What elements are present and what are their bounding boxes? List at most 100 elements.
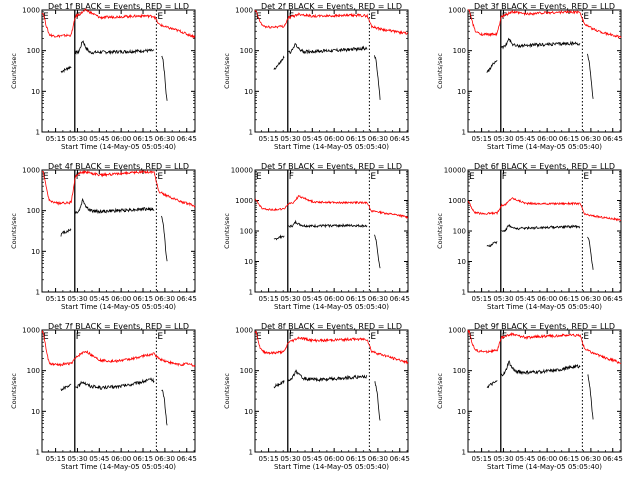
- plot-frame: [41, 329, 196, 453]
- events-series-line: [374, 234, 381, 269]
- y-axis-label: Counts/sec: [436, 213, 444, 249]
- y-tick-label: 100: [27, 207, 40, 215]
- chart-panel: Det 1f BLACK = Events, RED = LLD 1 10 100 10…: [10, 2, 197, 151]
- events-series-line: [374, 55, 381, 100]
- x-tick-label: 06:00: [324, 295, 344, 303]
- y-tick-label: 100: [27, 47, 40, 55]
- x-tick-label: 05:15: [472, 295, 492, 303]
- interval-marker-label: E: [583, 12, 589, 22]
- chart-panel: Det 6f BLACK = Events, RED = LLD 1 10 100 10…: [436, 162, 623, 311]
- x-tick-label: 05:15: [259, 295, 279, 303]
- y-tick-label: 10: [457, 88, 466, 96]
- interval-marker-label: F: [76, 332, 81, 342]
- lld-series-line: [41, 329, 196, 368]
- events-series-line: [486, 241, 498, 248]
- events-series-line: [75, 377, 155, 390]
- x-tick-label: 06:30: [581, 455, 601, 463]
- interval-marker-label: F: [289, 12, 294, 22]
- y-tick-label: 1: [462, 129, 466, 137]
- lld-series-line: [41, 8, 196, 39]
- x-axis-label: Start Time (14-May-05 05:05:40): [487, 303, 602, 311]
- x-tick-label: 05:30: [493, 455, 513, 463]
- x-tick-label: 05:15: [46, 455, 66, 463]
- chart-panel: Det 5f BLACK = Events, RED = LLD 1 10 100 10…: [223, 162, 410, 311]
- x-tick-label: 06:45: [390, 455, 410, 463]
- events-series-line: [501, 223, 581, 233]
- x-tick-label: 06:15: [346, 135, 366, 143]
- interval-marker-label: E: [469, 332, 475, 342]
- y-axis-label: Counts/sec: [10, 373, 18, 409]
- events-series-line: [587, 236, 594, 270]
- plot-frame: [254, 169, 409, 293]
- x-tick-label: 06:45: [177, 455, 197, 463]
- interval-marker-label: E: [157, 332, 163, 342]
- events-series-line: [273, 234, 285, 241]
- y-tick-label: 10: [244, 408, 253, 416]
- interval-marker-label: E: [43, 332, 49, 342]
- x-tick-label: 05:15: [259, 455, 279, 463]
- x-tick-label: 06:45: [177, 295, 197, 303]
- x-tick-label: 06:00: [111, 295, 131, 303]
- lld-series-line: [467, 197, 622, 222]
- events-series-line: [587, 374, 594, 420]
- x-axis-label: Start Time (14-May-05 05:05:40): [61, 143, 176, 151]
- chart-title: Det 1f BLACK = Events, RED = LLD: [48, 2, 189, 11]
- x-tick-label: 05:30: [67, 135, 87, 143]
- plot-frame: [467, 169, 622, 293]
- chart-title: Det 7f BLACK = Events, RED = LLD: [48, 322, 189, 331]
- x-tick-label: 05:15: [472, 135, 492, 143]
- y-tick-label: 10: [244, 88, 253, 96]
- y-tick-label: 1000: [448, 7, 466, 15]
- x-tick-label: 06:00: [324, 135, 344, 143]
- chart-title: Det 4f BLACK = Events, RED = LLD: [48, 162, 189, 171]
- interval-marker-label: F: [502, 172, 507, 182]
- lld-series-line: [254, 9, 409, 35]
- events-series-line: [486, 60, 498, 73]
- events-series-line: [501, 360, 581, 377]
- x-tick-label: 06:30: [581, 135, 601, 143]
- x-tick-label: 05:45: [515, 295, 535, 303]
- y-tick-label: 1: [462, 289, 466, 297]
- interval-marker-label: E: [157, 172, 163, 182]
- x-tick-label: 06:00: [537, 455, 557, 463]
- x-axis-label: Start Time (14-May-05 05:05:40): [61, 303, 176, 311]
- y-tick-label: 10: [31, 408, 40, 416]
- x-tick-label: 06:30: [155, 295, 175, 303]
- interval-marker-label: F: [76, 12, 81, 22]
- chart-title: Det 9f BLACK = Events, RED = LLD: [474, 322, 615, 331]
- plot-frame: [41, 9, 196, 133]
- events-series-line: [75, 197, 155, 215]
- chart-title: Det 8f BLACK = Events, RED = LLD: [261, 322, 402, 331]
- x-tick-label: 06:30: [581, 295, 601, 303]
- events-series-line: [75, 40, 155, 55]
- x-tick-label: 05:30: [280, 455, 300, 463]
- x-tick-label: 06:30: [368, 455, 388, 463]
- plot-frame: [254, 9, 409, 133]
- y-tick-label: 100: [453, 47, 466, 55]
- x-tick-label: 06:15: [346, 295, 366, 303]
- events-series-line: [501, 37, 581, 50]
- chart-panel: Det 9f BLACK = Events, RED = LLD 1 10 100 10…: [436, 322, 623, 471]
- x-tick-label: 06:30: [368, 135, 388, 143]
- chart-panel: Det 7f BLACK = Events, RED = LLD 1 10 100 10…: [10, 322, 197, 471]
- y-tick-label: 1000: [22, 167, 40, 175]
- interval-marker-label: E: [469, 172, 475, 182]
- chart-panel: Det 3f BLACK = Events, RED = LLD 1 10 100 10…: [436, 2, 623, 151]
- y-tick-label: 1: [462, 449, 466, 457]
- y-tick-label: 1000: [235, 327, 253, 335]
- x-tick-label: 06:45: [603, 135, 623, 143]
- y-tick-label: 1000: [235, 197, 253, 205]
- x-tick-label: 05:15: [259, 135, 279, 143]
- chart-panel: Det 8f BLACK = Events, RED = LLD 1 10 100 10…: [223, 322, 410, 471]
- y-tick-label: 1000: [448, 197, 466, 205]
- chart-title: Det 2f BLACK = Events, RED = LLD: [261, 2, 402, 11]
- events-series-line: [161, 215, 168, 262]
- interval-marker-label: E: [370, 332, 376, 342]
- x-axis-label: Start Time (14-May-05 05:05:40): [61, 463, 176, 471]
- events-series-line: [60, 65, 72, 74]
- y-axis-label: Counts/sec: [436, 53, 444, 89]
- interval-marker-label: F: [289, 172, 294, 182]
- y-axis-label: Counts/sec: [10, 53, 18, 89]
- interval-marker-label: E: [370, 12, 376, 22]
